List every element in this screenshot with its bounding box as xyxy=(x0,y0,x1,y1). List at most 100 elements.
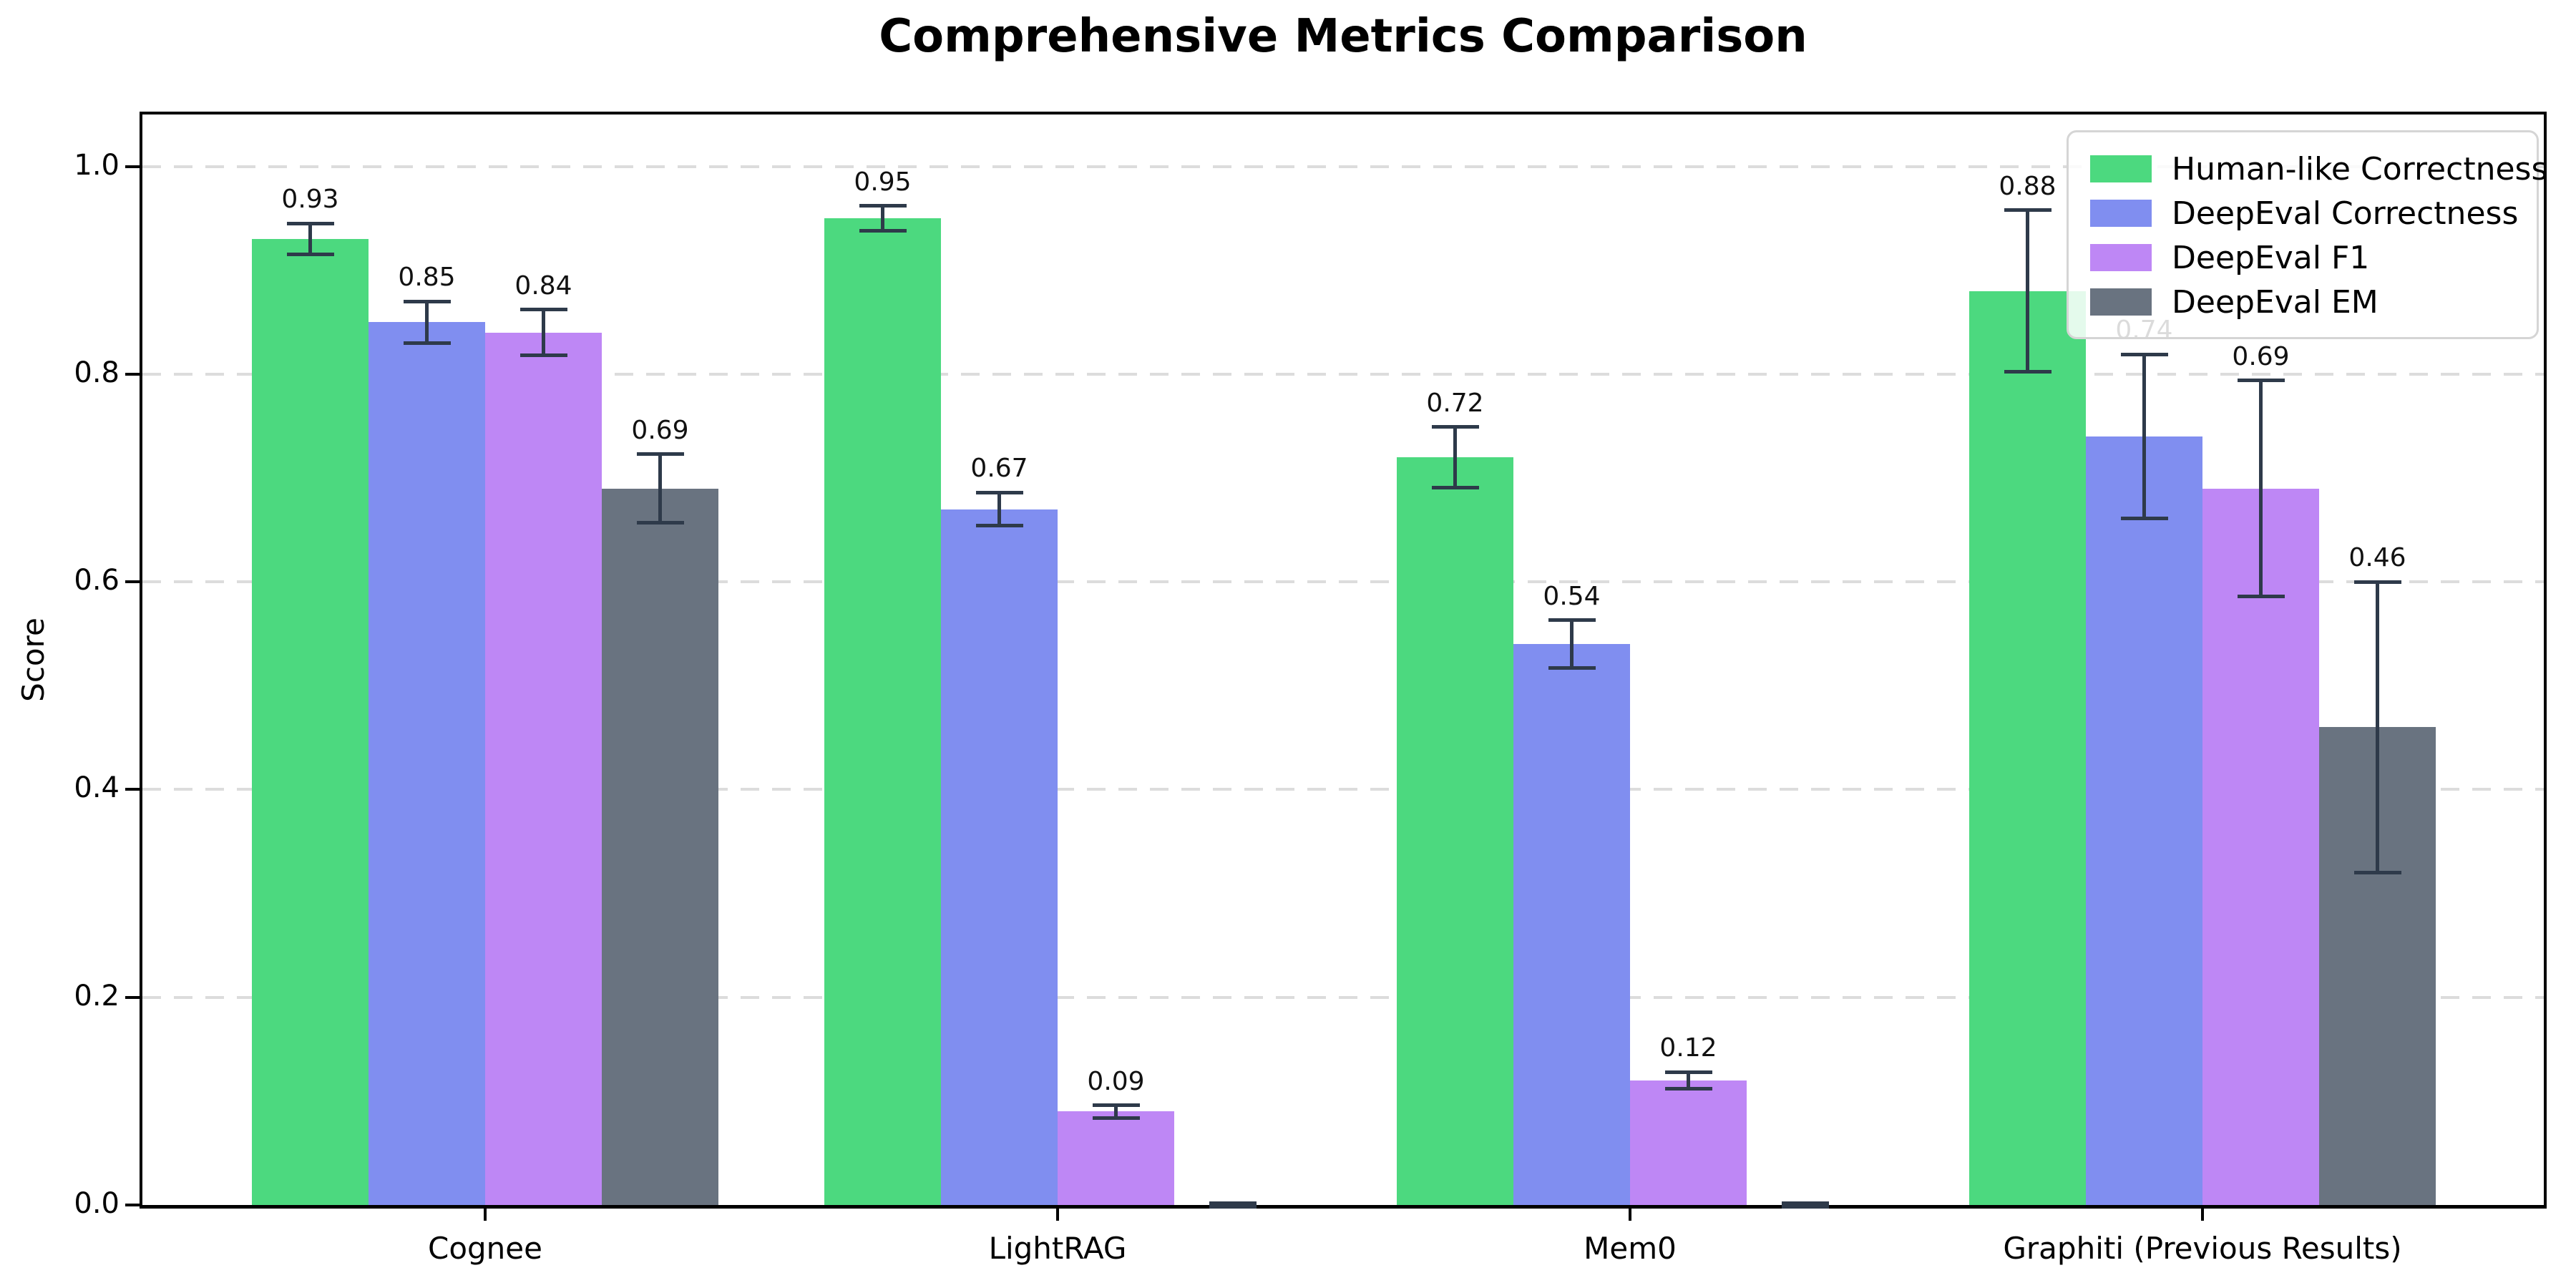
bar-value-label: 0.67 xyxy=(970,454,1028,484)
error-bar-cap xyxy=(403,299,451,303)
error-bar-cap xyxy=(975,524,1023,528)
bar-value-label: 0.95 xyxy=(854,167,912,197)
error-bar-cap xyxy=(2237,594,2285,598)
gridline xyxy=(142,995,2544,999)
error-bar xyxy=(2376,582,2379,873)
legend-item: DeepEval Correctness xyxy=(2069,191,2537,235)
top-spine xyxy=(140,112,2547,114)
error-bar xyxy=(2259,380,2263,597)
x-axis xyxy=(140,1205,2547,1209)
bar xyxy=(941,509,1058,1205)
error-bar-cap xyxy=(1431,425,1479,429)
legend-label: DeepEval F1 xyxy=(2172,239,2370,276)
error-bar-cap xyxy=(975,490,1023,494)
y-tick xyxy=(125,580,142,584)
y-tick-label: 0.0 xyxy=(74,1187,119,1220)
bar-value-label: 0.54 xyxy=(1543,581,1601,611)
error-bar-cap xyxy=(1548,618,1596,623)
bar-value-label: 0.72 xyxy=(1426,388,1484,418)
gridline xyxy=(142,580,2544,584)
error-bar xyxy=(1570,620,1574,668)
x-tick xyxy=(1629,1205,1631,1221)
error-bar-cap xyxy=(2353,871,2401,875)
error-bar-cap xyxy=(859,229,907,233)
bar xyxy=(1630,1080,1747,1205)
gridline xyxy=(142,165,2544,168)
bar-value-label: 0.88 xyxy=(1999,171,2057,201)
error-bar-cap xyxy=(286,253,334,257)
error-bar xyxy=(542,309,545,356)
bar xyxy=(2086,436,2202,1205)
error-bar-cap xyxy=(403,341,451,345)
bar xyxy=(369,322,485,1205)
legend: Human-like Correctness DeepEval Correctne… xyxy=(2067,130,2547,339)
legend-item: DeepEval EM xyxy=(2069,280,2537,324)
bar xyxy=(824,218,941,1205)
error-bar-cap xyxy=(2120,352,2168,356)
bar xyxy=(602,488,718,1205)
gridline xyxy=(142,788,2544,791)
error-bar xyxy=(997,492,1001,526)
x-tick-label: Mem0 xyxy=(1584,1231,1677,1266)
y-tick-label: 0.2 xyxy=(74,979,119,1013)
error-bar-cap xyxy=(2353,580,2401,584)
y-tick-label: 0.8 xyxy=(74,356,119,389)
legend-label: DeepEval Correctness xyxy=(2172,195,2519,232)
error-bar-cap xyxy=(519,353,567,358)
error-bar-cap xyxy=(2004,208,2051,213)
bar xyxy=(1969,291,2086,1205)
error-bar xyxy=(1231,1203,1234,1207)
error-bar xyxy=(1687,1072,1690,1089)
y-tick xyxy=(125,372,142,376)
x-tick-label: Graphiti (Previous Results) xyxy=(2003,1231,2402,1266)
legend-swatch xyxy=(2090,200,2152,227)
error-bar-cap xyxy=(1209,1201,1257,1205)
x-tick xyxy=(2201,1205,2204,1221)
error-bar-cap xyxy=(859,204,907,208)
legend-swatch xyxy=(2090,155,2152,182)
error-bar-cap xyxy=(1664,1070,1712,1074)
bar xyxy=(252,239,369,1205)
legend-label: DeepEval EM xyxy=(2172,283,2379,321)
y-tick-label: 1.0 xyxy=(74,148,119,182)
legend-swatch xyxy=(2090,244,2152,271)
legend-item: DeepEval F1 xyxy=(2069,235,2537,280)
y-tick xyxy=(125,788,142,791)
error-bar xyxy=(881,205,884,231)
x-tick xyxy=(1056,1205,1059,1221)
bar-value-label: 0.69 xyxy=(2232,341,2290,371)
error-bar-cap xyxy=(1781,1201,1829,1205)
y-tick xyxy=(125,995,142,999)
bar xyxy=(485,332,602,1205)
error-bar-cap xyxy=(1092,1116,1140,1120)
error-bar-cap xyxy=(1431,485,1479,489)
error-bar-cap xyxy=(1092,1103,1140,1108)
gridline xyxy=(142,372,2544,376)
error-bar xyxy=(1114,1105,1118,1118)
error-bar-cap xyxy=(286,221,334,225)
error-bar-cap xyxy=(636,520,684,525)
bar-value-label: 0.46 xyxy=(2348,543,2406,573)
error-bar-cap xyxy=(636,452,684,457)
bar-value-label: 0.12 xyxy=(1659,1033,1717,1063)
x-tick-label: Cognee xyxy=(428,1231,542,1266)
error-bar-cap xyxy=(2237,379,2285,383)
right-spine xyxy=(2544,112,2547,1209)
bar-value-label: 0.09 xyxy=(1087,1066,1145,1096)
error-bar xyxy=(425,301,429,343)
y-axis xyxy=(140,112,142,1209)
bar xyxy=(1513,644,1630,1205)
x-tick xyxy=(484,1205,487,1221)
chart-title: Comprehensive Metrics Comparison xyxy=(879,10,1807,63)
bar xyxy=(2202,488,2319,1205)
bar-value-label: 0.85 xyxy=(398,263,456,293)
error-bar-cap xyxy=(1664,1086,1712,1091)
legend-label: Human-like Correctness xyxy=(2172,150,2548,187)
bar-value-label: 0.69 xyxy=(631,415,689,445)
error-bar xyxy=(2142,354,2146,519)
error-bar-cap xyxy=(519,308,567,312)
error-bar-cap xyxy=(2004,370,2051,374)
legend-item: Human-like Correctness xyxy=(2069,147,2547,191)
error-bar xyxy=(1453,426,1457,488)
